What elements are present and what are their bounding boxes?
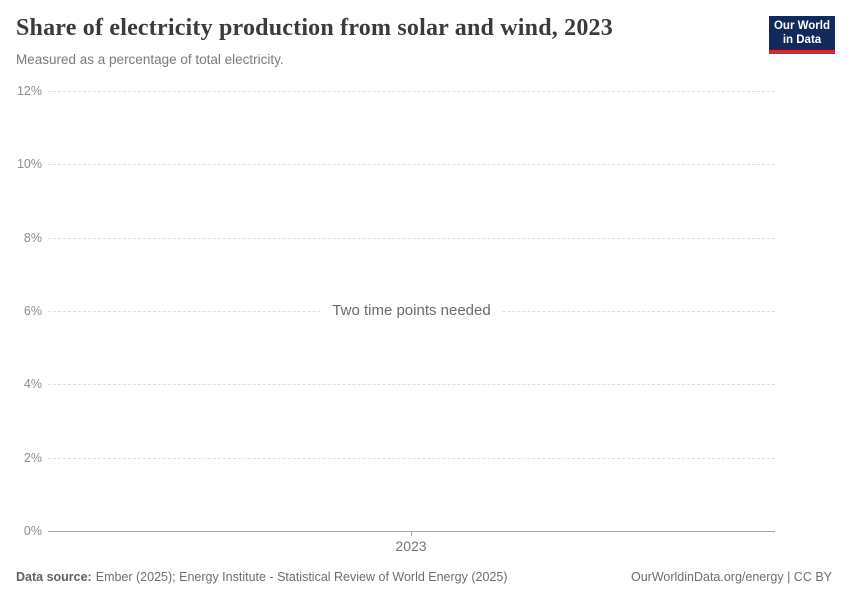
x-tick-label: 2023 xyxy=(395,538,427,554)
gridline-10pct xyxy=(48,164,775,165)
y-tick-label: 2% xyxy=(23,451,42,465)
y-tick-label: 8% xyxy=(23,231,42,245)
data-source-text: Ember (2025); Energy Institute - Statist… xyxy=(95,570,508,584)
empty-state-message-text: Two time points needed xyxy=(322,302,501,319)
credit-link[interactable]: OurWorldinData.org/energy | CC BY xyxy=(630,570,832,584)
x-tick-mark xyxy=(411,531,412,536)
y-tick-label: 12% xyxy=(16,84,42,98)
owid-logo-line2: in Data xyxy=(782,34,822,46)
chart-footer: Data source: Ember (2025); Energy Institu… xyxy=(16,569,832,585)
y-tick-label: 4% xyxy=(23,377,42,391)
page-title: Share of electricity production from sol… xyxy=(16,15,613,41)
y-tick-label: 6% xyxy=(23,304,42,318)
gridline-4pct xyxy=(48,384,775,385)
chart-subtitle: Measured as a percentage of total electr… xyxy=(16,52,284,67)
owid-logo-line1: Our World xyxy=(773,20,830,32)
empty-state-message: Two time points needed xyxy=(48,302,775,320)
owid-logo[interactable]: Our World in Data xyxy=(769,16,835,54)
data-source-label: Data source: xyxy=(16,570,92,584)
gridline-12pct xyxy=(48,91,775,92)
data-source: Data source: Ember (2025); Energy Institu… xyxy=(16,569,507,585)
y-tick-label: 0% xyxy=(23,524,42,538)
gridline-2pct xyxy=(48,458,775,459)
y-tick-label: 10% xyxy=(16,157,42,171)
gridline-8pct xyxy=(48,238,775,239)
